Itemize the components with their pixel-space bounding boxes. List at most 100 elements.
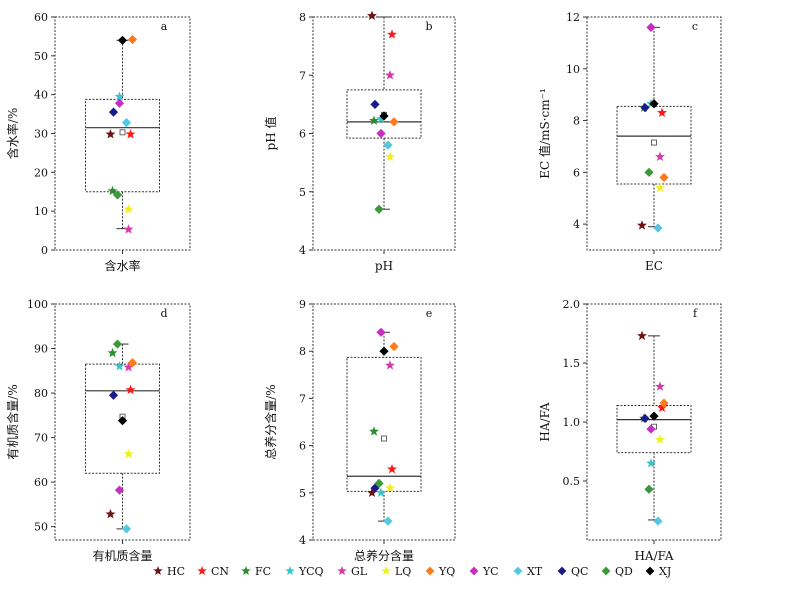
y-tick-label: 7 bbox=[299, 392, 306, 405]
point-lq bbox=[655, 182, 665, 193]
chart-panel-c: 4 6 8 10 12 EC EC 值/mS·cm⁻¹ c bbox=[537, 11, 722, 273]
y-tick-label: 0 bbox=[41, 244, 48, 257]
point-qd bbox=[644, 484, 654, 494]
y-axis-label: pH 值 bbox=[263, 117, 278, 151]
point-lq bbox=[655, 434, 665, 444]
y-axis-label: HA/FA bbox=[538, 402, 552, 441]
point-xt bbox=[121, 118, 132, 128]
y-tick-label: 80 bbox=[34, 387, 48, 400]
chart-panel-f: 0.5 1.0 1.5 2.0 HA/FA HA/FA f bbox=[538, 298, 722, 563]
y-tick-label: 2.0 bbox=[563, 298, 581, 311]
panel-label: f bbox=[693, 307, 698, 320]
point-xt bbox=[653, 223, 663, 233]
box-iqr bbox=[85, 98, 160, 193]
legend-marker-cn bbox=[197, 566, 207, 575]
legend-label-qd: QD bbox=[615, 565, 633, 578]
legend-marker-gl bbox=[337, 566, 347, 575]
legend-marker-xt bbox=[513, 566, 523, 576]
y-tick-label: 6 bbox=[299, 440, 306, 453]
y-tick-label: 1.0 bbox=[563, 416, 581, 429]
point-yc bbox=[376, 327, 386, 337]
y-tick-label: 4 bbox=[299, 534, 306, 547]
y-tick-label: 6 bbox=[299, 128, 306, 141]
panel-label: e bbox=[426, 307, 433, 320]
point-gl bbox=[123, 224, 134, 234]
legend-marker-xj bbox=[645, 566, 655, 576]
y-tick-label: 20 bbox=[34, 166, 48, 179]
box-iqr bbox=[346, 356, 422, 492]
box-iqr bbox=[85, 363, 160, 474]
y-tick-label: 100 bbox=[27, 298, 48, 311]
y-axis-label: 含水率/% bbox=[5, 108, 20, 159]
point-yq bbox=[389, 341, 399, 352]
y-tick-label: 10 bbox=[566, 63, 580, 76]
x-axis-label: EC bbox=[645, 259, 663, 273]
point-cn bbox=[387, 29, 397, 39]
point-xj bbox=[379, 111, 389, 121]
point-yc bbox=[114, 98, 125, 108]
point-hc bbox=[637, 220, 647, 230]
y-tick-label: 7 bbox=[299, 69, 306, 82]
point-qc bbox=[370, 99, 380, 109]
chart-panel-d: 50 60 70 80 90 100 有机质含量 有机质含量/% d bbox=[5, 298, 191, 563]
y-tick-label: 5 bbox=[299, 186, 306, 199]
point-yq bbox=[127, 358, 138, 368]
legend-label-cn: CN bbox=[211, 565, 229, 578]
point-yq bbox=[389, 117, 399, 127]
y-axis-label: 有机质含量/% bbox=[5, 384, 20, 459]
mean-marker bbox=[381, 435, 387, 442]
point-gl bbox=[385, 360, 395, 370]
point-yc bbox=[646, 22, 656, 32]
legend-label-yc: YC bbox=[482, 565, 499, 578]
y-tick-label: 60 bbox=[34, 476, 48, 489]
y-tick-label: 9 bbox=[299, 298, 306, 311]
y-tick-label: 40 bbox=[34, 89, 48, 102]
legend-label-yq: YQ bbox=[438, 565, 455, 578]
point-cn bbox=[657, 402, 667, 413]
y-tick-label: 12 bbox=[566, 11, 580, 24]
point-yq bbox=[127, 34, 138, 45]
point-gl bbox=[655, 151, 665, 162]
point-yc bbox=[376, 128, 386, 139]
y-tick-label: 0.5 bbox=[563, 475, 581, 488]
point-hc bbox=[367, 487, 377, 498]
y-tick-label: 8 bbox=[299, 345, 306, 358]
point-lq bbox=[385, 482, 395, 493]
point-hc bbox=[105, 508, 116, 519]
y-axis-label: EC 值/mS·cm⁻¹ bbox=[537, 88, 552, 178]
point-fc bbox=[369, 426, 379, 436]
legend-label-ycq: YCQ bbox=[298, 565, 324, 578]
point-qc bbox=[640, 103, 650, 113]
point-ycq bbox=[114, 91, 125, 101]
legend-marker-fc bbox=[241, 566, 251, 575]
point-yq bbox=[659, 172, 669, 183]
point-fc bbox=[369, 115, 379, 125]
point-hc bbox=[367, 10, 377, 21]
point-qd bbox=[112, 190, 123, 200]
point-yq bbox=[659, 398, 669, 408]
point-qc bbox=[108, 390, 119, 400]
legend-label-gl: GL bbox=[351, 565, 368, 578]
legend-label-hc: HC bbox=[167, 565, 185, 578]
x-axis-label: 含水率 bbox=[104, 258, 140, 273]
legend-label-xj: XJ bbox=[659, 565, 671, 578]
y-tick-label: 4 bbox=[573, 218, 580, 231]
y-tick-label: 60 bbox=[34, 11, 48, 24]
point-gl bbox=[123, 362, 134, 372]
point-xj bbox=[379, 346, 389, 356]
panel-label: c bbox=[692, 20, 698, 33]
y-tick-label: 10 bbox=[34, 205, 48, 218]
x-axis-label: HA/FA bbox=[634, 549, 673, 563]
panel-label: d bbox=[160, 307, 167, 320]
point-yc bbox=[646, 424, 656, 434]
chart-panel-b: 4 5 6 7 8 pH pH 值 b bbox=[263, 10, 456, 273]
y-tick-label: 50 bbox=[34, 521, 48, 534]
box-iqr bbox=[616, 404, 692, 454]
y-tick-label: 6 bbox=[573, 166, 580, 179]
y-axis-label: 总养分含量/% bbox=[263, 384, 278, 459]
point-hc bbox=[105, 129, 116, 139]
plot-frame bbox=[586, 303, 722, 541]
y-tick-label: 30 bbox=[34, 128, 48, 141]
panel-label: a bbox=[161, 20, 168, 33]
